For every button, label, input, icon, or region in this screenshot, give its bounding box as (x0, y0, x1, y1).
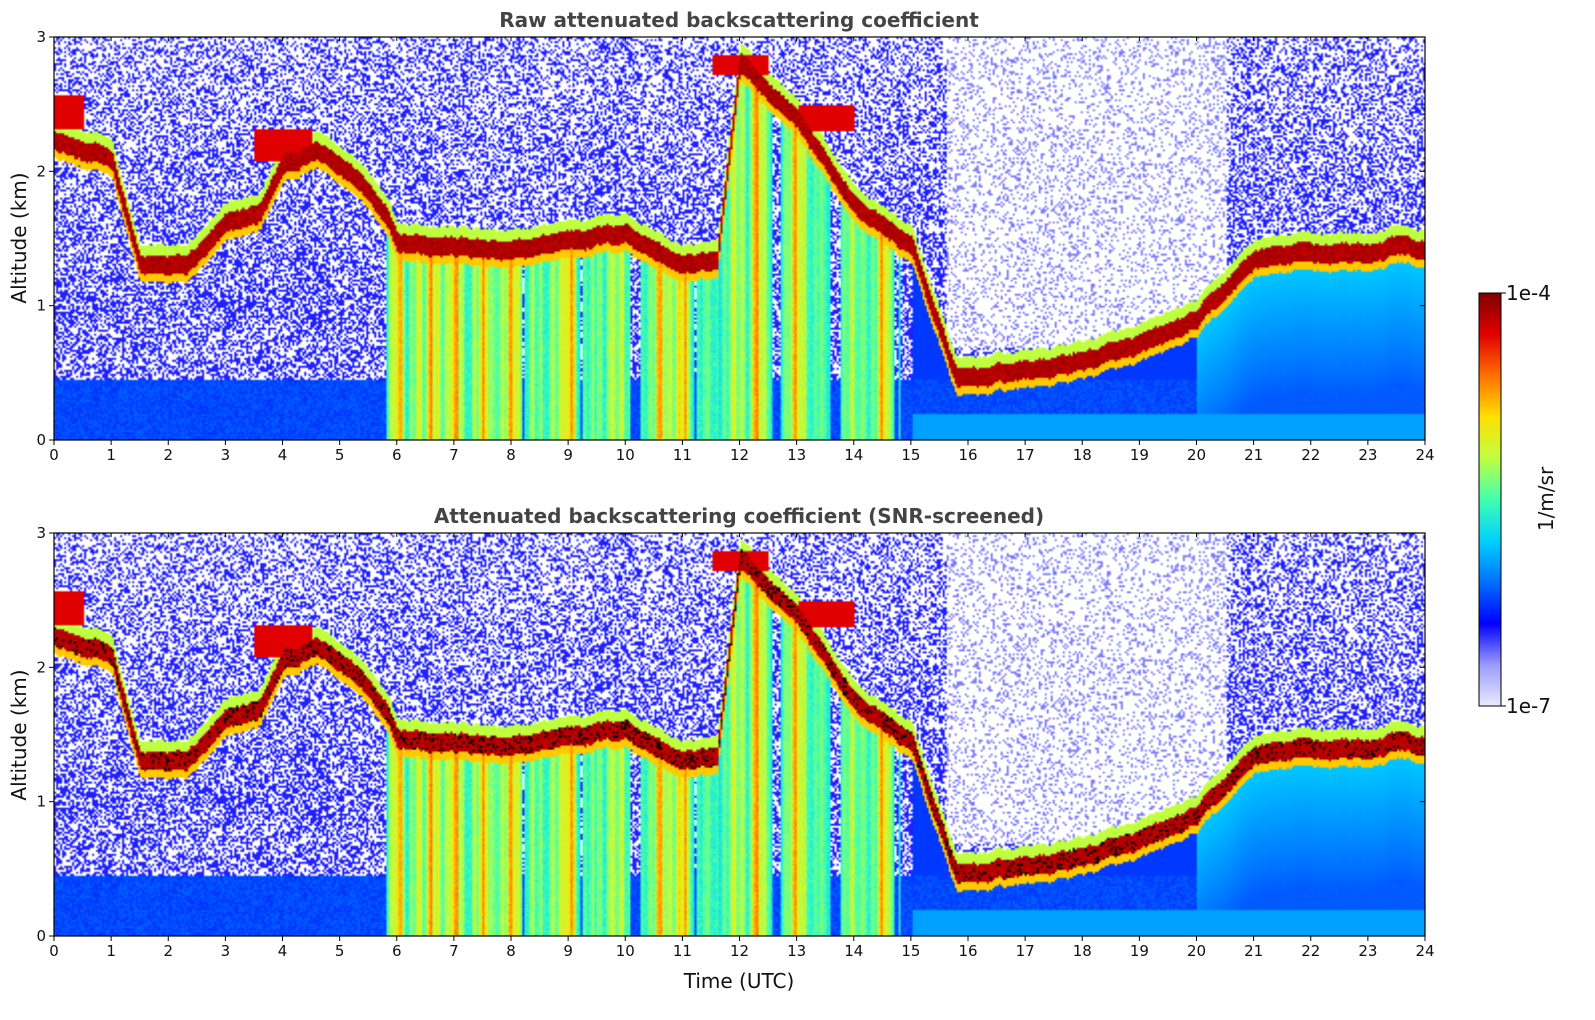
y-tick-label: 3 (36, 524, 46, 542)
x-tick-label: 10 (616, 446, 635, 464)
x-tick-label: 13 (787, 942, 806, 960)
y-tick-label: 1 (36, 297, 46, 315)
x-tick-label: 1 (106, 942, 116, 960)
colorbar: 1e-4 1e-7 1/m/sr (1478, 281, 1558, 718)
panel-title: Attenuated backscattering coefficient (S… (434, 504, 1044, 528)
x-tick-label: 0 (49, 446, 59, 464)
y-tick-label: 2 (36, 162, 46, 180)
x-tick-label: 9 (563, 446, 573, 464)
x-tick-label: 9 (563, 942, 573, 960)
x-tick-label: 3 (221, 942, 231, 960)
x-tick-label: 22 (1301, 942, 1320, 960)
y-tick-label: 0 (36, 927, 46, 945)
x-tick-label: 4 (278, 446, 288, 464)
x-tick-label: 14 (844, 942, 863, 960)
colorbar-min-label: 1e-7 (1506, 694, 1551, 718)
x-tick-label: 22 (1301, 446, 1320, 464)
panel-raw: Raw attenuated backscattering coefficien… (7, 8, 1435, 464)
x-tick-label: 7 (449, 446, 459, 464)
x-tick-label: 18 (1073, 942, 1092, 960)
y-axis-label: Altitude (km) (7, 669, 31, 800)
x-tick-label: 16 (958, 942, 977, 960)
y-tick-label: 2 (36, 658, 46, 676)
y-axis: 0 1 2 3 (36, 28, 1425, 449)
colorbar-max-label: 1e-4 (1506, 281, 1551, 305)
x-tick-label: 21 (1244, 942, 1263, 960)
y-axis-label: Altitude (km) (7, 172, 31, 303)
x-tick-label: 23 (1358, 942, 1377, 960)
x-tick-label: 3 (221, 446, 231, 464)
x-tick-label: 15 (901, 942, 920, 960)
x-tick-label: 21 (1244, 446, 1263, 464)
y-tick-label: 3 (36, 28, 46, 46)
x-tick-label: 20 (1187, 942, 1206, 960)
x-tick-label: 12 (730, 446, 749, 464)
x-tick-label: 8 (506, 446, 516, 464)
x-tick-label: 24 (1415, 942, 1434, 960)
x-tick-label: 13 (787, 446, 806, 464)
y-axis: 0 1 2 3 (36, 524, 1425, 945)
x-tick-label: 24 (1415, 446, 1434, 464)
x-tick-label: 18 (1073, 446, 1092, 464)
x-tick-label: 2 (163, 942, 173, 960)
panel-screened: Attenuated backscattering coefficient (S… (7, 504, 1435, 993)
heatmap-image (54, 533, 1425, 936)
x-tick-label: 17 (1016, 446, 1035, 464)
x-tick-label: 14 (844, 446, 863, 464)
x-tick-label: 5 (335, 446, 345, 464)
x-tick-label: 8 (506, 942, 516, 960)
x-tick-label: 10 (616, 942, 635, 960)
x-tick-label: 12 (730, 942, 749, 960)
x-tick-label: 16 (958, 446, 977, 464)
colorbar-unit-label: 1/m/sr (1534, 466, 1558, 531)
x-tick-label: 5 (335, 942, 345, 960)
panel-title: Raw attenuated backscattering coefficien… (499, 8, 979, 32)
y-tick-label: 0 (36, 431, 46, 449)
x-tick-label: 1 (106, 446, 116, 464)
x-tick-label: 11 (673, 446, 692, 464)
colorbar-bar (1478, 292, 1502, 707)
x-tick-label: 7 (449, 942, 459, 960)
x-tick-label: 17 (1016, 942, 1035, 960)
x-tick-label: 0 (49, 942, 59, 960)
x-tick-label: 11 (673, 942, 692, 960)
y-tick-label: 1 (36, 793, 46, 811)
x-tick-label: 6 (392, 446, 402, 464)
x-tick-label: 6 (392, 942, 402, 960)
x-axis-label: Time (UTC) (683, 969, 795, 993)
heatmap-image (54, 37, 1425, 440)
x-axis: 0 1 2 3 4 5 6 7 8 9 10 11 12 13 14 15 16 17 18 19 20 21 22 23 24 (49, 37, 1435, 464)
x-tick-label: 19 (1130, 942, 1149, 960)
x-axis: 0 1 2 3 4 5 6 7 8 9 10 11 12 13 14 15 16 17 18 19 20 21 22 23 24 (49, 533, 1435, 960)
x-tick-label: 15 (901, 446, 920, 464)
x-tick-label: 2 (163, 446, 173, 464)
x-tick-label: 4 (278, 942, 288, 960)
x-tick-label: 23 (1358, 446, 1377, 464)
x-tick-label: 20 (1187, 446, 1206, 464)
x-tick-label: 19 (1130, 446, 1149, 464)
